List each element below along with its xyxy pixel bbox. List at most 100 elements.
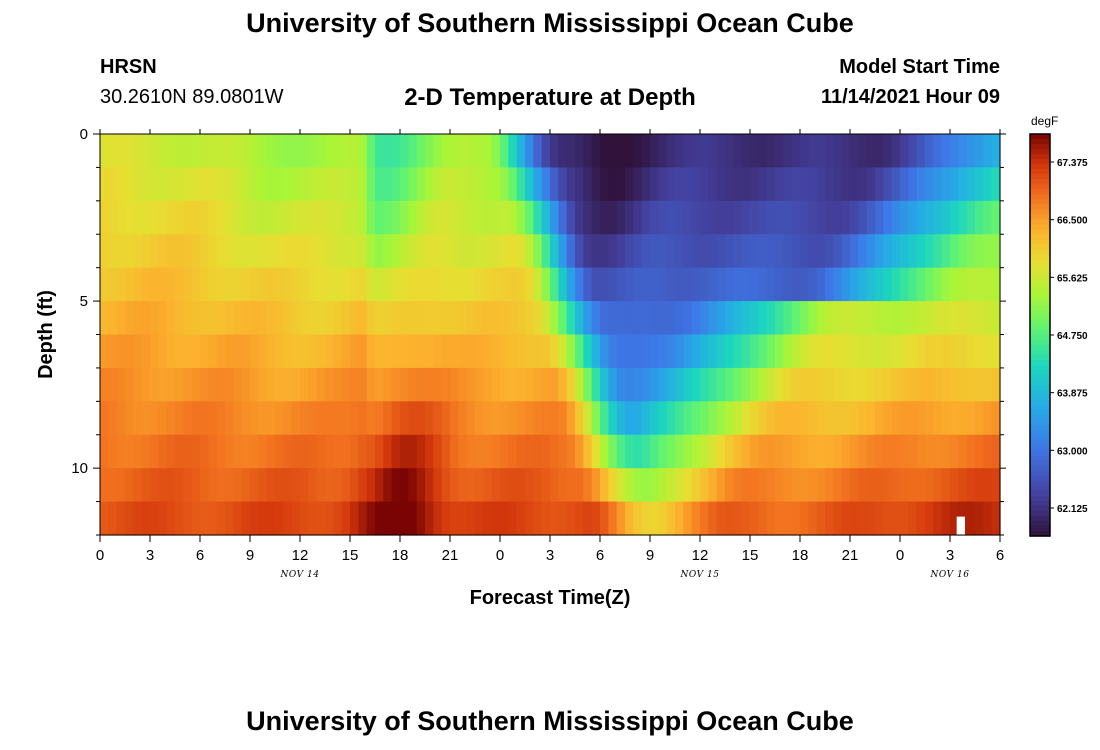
heatmap-cell [350,367,359,402]
heatmap-cell [991,401,1001,436]
heatmap-cell [691,167,701,202]
heatmap-cell [391,434,401,469]
heatmap-cell [941,301,951,336]
heatmap-cell [908,234,918,269]
heatmap-cell [858,301,868,336]
heatmap-cell [366,401,376,436]
heatmap-cell [183,167,193,202]
heatmap-cell [275,167,284,202]
heatmap-cell [841,468,851,503]
heatmap-cell [108,334,118,369]
heatmap-cell [808,134,818,169]
colorbar-label: 65.625 [1057,273,1088,284]
heatmap-cell [375,501,384,536]
heatmap-cell [200,267,209,302]
x-tick-label: 6 [196,547,204,564]
heatmap-cell [816,301,826,336]
colorbar-segment [1030,259,1050,266]
heatmap-cell [266,301,276,336]
heatmap-cell [525,468,534,503]
heatmap-cell [691,401,701,436]
heatmap-cell [875,134,884,169]
heatmap-cell [200,501,209,536]
heatmap-cell [241,434,251,469]
heatmap-cell [808,367,818,402]
heatmap-cell [733,200,743,235]
heatmap-cell [133,267,143,302]
colorbar-segment [1030,244,1050,251]
heatmap-cell [375,167,384,202]
heatmap-cell [958,134,968,169]
heatmap-cell [725,134,734,169]
y-tick-label: 10 [71,460,88,477]
heatmap-cell [716,501,726,536]
heatmap-cell [233,301,243,336]
heatmap-cell [766,501,776,536]
heatmap-cell [450,434,459,469]
heatmap-cell [241,234,251,269]
heatmap-cell [391,401,401,436]
heatmap-cell [233,334,243,369]
heatmap-cell [575,334,584,369]
heatmap-cell [766,334,776,369]
heatmap-cell [950,434,959,469]
heatmap-cell [250,301,259,336]
heatmap-cell [375,134,384,169]
model-start-label: Model Start Time [839,56,1000,78]
heatmap-cell [758,267,768,302]
heatmap-cell [650,234,659,269]
heatmap-cell [408,167,418,202]
heatmap-cell [966,367,976,402]
heatmap-cell [308,501,318,536]
heatmap-cell [625,401,634,436]
heatmap-cell [233,468,243,503]
heatmap-cell [566,200,576,235]
colorbar-segment [1030,164,1050,170]
heatmap-cell [450,200,459,235]
x-tick-label: 12 [692,547,709,564]
heatmap-cell [733,301,743,336]
colorbar-segment [1030,194,1050,200]
heatmap-cell [558,468,568,503]
heatmap-cell [291,334,301,369]
heatmap-cell [175,234,184,269]
heatmap-cell [283,167,293,202]
heatmap-cell [166,501,176,536]
heatmap-cell [858,434,868,469]
heatmap-cell [716,434,726,469]
heatmap-cell [933,501,943,536]
heatmap-cell [975,200,984,235]
heatmap-cell [708,501,718,536]
heatmap-cell [383,334,393,369]
heatmap-cell [608,334,618,369]
heatmap-cell [308,334,318,369]
heatmap-cell [391,167,401,202]
heatmap-cell [425,434,434,469]
heatmap-cell [750,434,759,469]
heatmap-cell [791,200,801,235]
heatmap-cell [750,301,759,336]
heatmap-cell [775,301,784,336]
x-tick-label: 9 [646,547,654,564]
heatmap-cell [350,234,359,269]
heatmap-cell [383,134,393,169]
heatmap-cell [350,334,359,369]
heatmap-cell [433,501,443,536]
heatmap-cell [591,501,601,536]
heatmap-cell [750,267,759,302]
heatmap-cell [275,468,284,503]
heatmap-cell [808,334,818,369]
heatmap-cell [850,367,859,402]
heatmap-cell [141,468,151,503]
heatmap-cell [958,367,968,402]
colorbar-segment [1030,345,1050,351]
heatmap-cell [808,200,818,235]
heatmap-cell [733,401,743,436]
heatmap-cell [183,501,193,536]
heatmap-cell [100,434,109,469]
heatmap-cell [166,167,176,202]
heatmap-cell [466,301,476,336]
heatmap-cell [316,334,326,369]
heatmap-cell [125,301,134,336]
heatmap-cell [433,401,443,436]
